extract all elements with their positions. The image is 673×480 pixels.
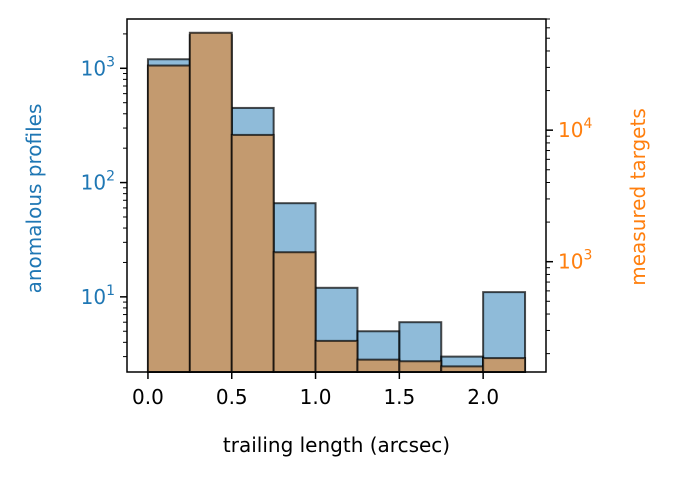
left-y-axis: 101 102 103 (81, 33, 127, 358)
right-bar (356, 358, 401, 374)
right-y-axis-label: measured targets (626, 108, 650, 286)
left-tick-label: 103 (81, 54, 115, 80)
x-tick-label: 1.0 (300, 385, 332, 409)
right-bar (482, 357, 527, 374)
right-y-axis: 103 104 (546, 18, 592, 355)
left-tick-label: 102 (81, 169, 115, 195)
right-bar (188, 31, 233, 374)
left-tick-label: 101 (81, 283, 115, 309)
x-tick-label: 0.5 (216, 385, 248, 409)
x-tick-label: 1.5 (383, 385, 415, 409)
plot-frame (126, 18, 547, 373)
x-tick-label: 2.0 (467, 385, 499, 409)
x-tick-label: 0.0 (132, 385, 164, 409)
right-bar (146, 64, 191, 373)
right-tick-label: 103 (558, 248, 592, 274)
x-axis: 0.0 0.5 1.0 1.5 2.0 (132, 372, 499, 409)
x-axis-label: trailing length (arcsec) (223, 433, 450, 457)
left-y-axis-label: anomalous profiles (22, 104, 46, 294)
right-bar (272, 251, 317, 373)
right-bar (230, 133, 275, 373)
right-bar (440, 365, 485, 373)
right-bar (314, 339, 359, 374)
right-bar (398, 360, 443, 373)
right-tick-label: 104 (558, 116, 592, 142)
